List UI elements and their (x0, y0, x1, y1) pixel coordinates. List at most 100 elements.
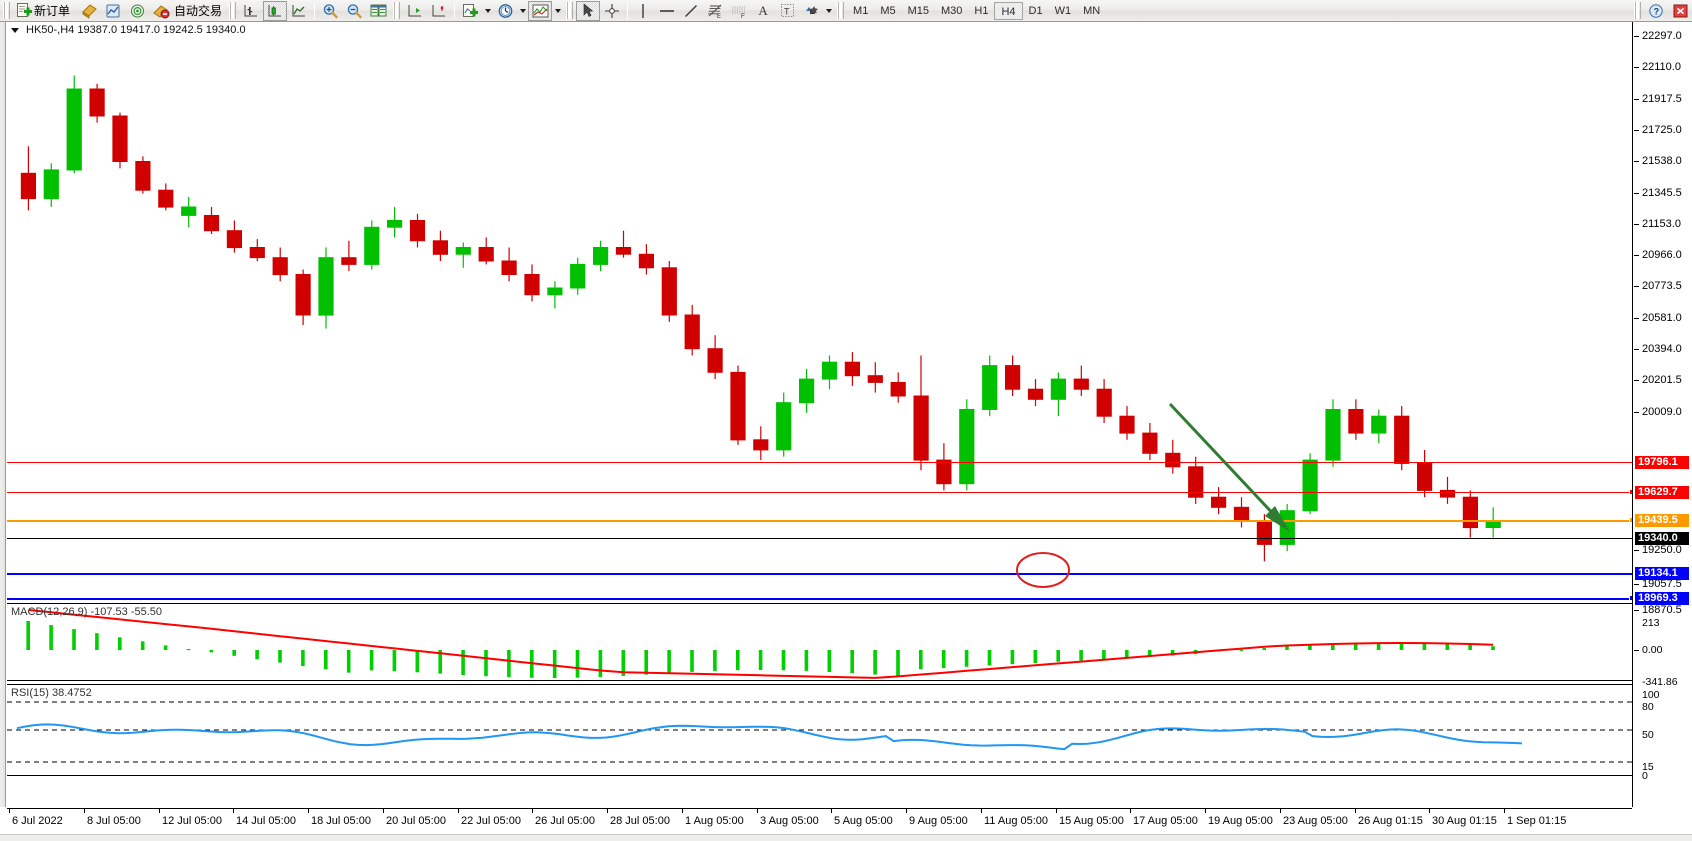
rsi-indicator-label: RSI(15) 38.4752 (11, 687, 92, 699)
cursor-button[interactable] (576, 0, 601, 21)
toolbar-separator (314, 2, 316, 19)
toolbar-grip-3[interactable] (393, 2, 401, 19)
indicators-icon (462, 3, 478, 17)
timeframe-d1[interactable]: D1 (1028, 4, 1043, 17)
text-button[interactable]: A (751, 1, 775, 21)
downtrend-arrow[interactable] (1168, 402, 1290, 532)
price-tag-support-1: 19134.1 (1635, 567, 1689, 580)
chart-left-edge[interactable] (0, 22, 6, 807)
price-tag-resistance-2: 19629.7 (1635, 486, 1689, 499)
toolbar-grip[interactable] (3, 2, 10, 19)
annotations-layer (7, 22, 1632, 807)
timeframe-m1[interactable]: M1 (853, 4, 869, 17)
price-axis-label: 21538.0 (1642, 155, 1682, 167)
chart-title: HK50-,H4 19387.0 19417.0 19242.5 19340.0 (26, 24, 246, 36)
auto-trading-button[interactable] (149, 1, 173, 21)
timeframe-w1[interactable]: W1 (1054, 4, 1072, 17)
price-tag-support-2: 18969.3 (1635, 592, 1689, 605)
text-label-button[interactable]: T (775, 1, 799, 21)
price-tag-current: 19340.0 (1635, 532, 1689, 545)
timeframe-m30[interactable]: M30 (941, 4, 963, 17)
macd-axis-label: 213 (1642, 617, 1660, 629)
svg-text:?: ? (1654, 6, 1660, 16)
templates-icon (532, 4, 549, 17)
support-line-2-anchor[interactable] (1629, 595, 1632, 601)
time-axis-label: 5 Aug 05:00 (834, 815, 893, 827)
shapes-button[interactable] (799, 1, 823, 21)
chart-menu-arrow-icon[interactable] (11, 27, 19, 33)
toolbar-grip-4[interactable] (566, 2, 574, 19)
price-axis-label: 21153.0 (1642, 218, 1681, 230)
chart-bars-button[interactable] (239, 1, 263, 21)
price-axis-label: 20581.0 (1642, 312, 1682, 324)
crosshair-button[interactable] (600, 1, 624, 21)
chart-line-icon (292, 4, 306, 16)
price-axis-label: 21725.0 (1642, 124, 1682, 136)
candlestick-series (20, 75, 1501, 562)
timeframe-m5[interactable]: M5 (880, 4, 896, 17)
rsi-axis-label: 15 (1642, 761, 1654, 773)
time-axis-label: 15 Aug 05:00 (1059, 815, 1124, 827)
timeframe-mn[interactable]: MN (1083, 4, 1101, 17)
time-axis-label: 1 Sep 01:15 (1507, 815, 1567, 827)
close-chart-button[interactable] (1668, 1, 1692, 21)
fibo-button[interactable]: E (703, 1, 727, 21)
rsi-series (7, 701, 1632, 763)
templates-dropdown-caret[interactable] (552, 1, 563, 21)
timeframe-m15[interactable]: M15 (907, 4, 929, 17)
chart-line-button[interactable] (287, 1, 311, 21)
equidistant-channel-button[interactable]: F (727, 1, 751, 21)
templates-button[interactable] (528, 0, 553, 21)
price-axis-label: 20773.5 (1642, 280, 1682, 292)
expert-advisor-button[interactable] (77, 1, 101, 21)
toolbar-grip-2[interactable] (229, 2, 237, 19)
text-label-icon: T (780, 4, 794, 17)
zoom-out-button[interactable] (342, 1, 366, 21)
timeframe-h4[interactable]: H4 (994, 1, 1023, 20)
tile-windows-button[interactable] (366, 1, 390, 21)
highlight-ellipse[interactable] (1016, 552, 1070, 588)
chart-plot-area[interactable]: HK50-,H4 19387.0 19417.0 19242.5 19340.0… (7, 22, 1632, 807)
price-axis[interactable]: 22297.0 22110.0 21917.5 21725.0 21538.0 21345… (1632, 22, 1692, 807)
navigator-button[interactable] (125, 1, 149, 21)
timeframe-h1[interactable]: H1 (974, 4, 989, 17)
macd-axis-label: -341.86 (1642, 676, 1678, 688)
chart-candles-button[interactable] (263, 0, 288, 21)
price-tag-pivot: 19439.5 (1635, 514, 1689, 527)
new-order-button[interactable]: 新订单 (13, 1, 77, 21)
time-axis-label: 28 Jul 05:00 (610, 815, 670, 827)
toolbar-grip-5[interactable] (837, 2, 845, 19)
chart-shift-button[interactable] (403, 1, 427, 21)
main-toolbar: 新订单 自动交易 (0, 0, 1692, 22)
help-button[interactable]: ? (1644, 1, 1668, 21)
toolbar-right-group: ? (1631, 1, 1692, 21)
pivot-line-anchor[interactable] (1629, 517, 1632, 523)
close-icon (1673, 4, 1687, 17)
toolbar-grip-6[interactable] (1634, 2, 1641, 19)
trendline-button[interactable] (679, 1, 703, 21)
resistance-line-2-anchor[interactable] (1629, 489, 1632, 495)
shapes-dropdown-caret[interactable] (823, 1, 834, 21)
time-axis[interactable]: 6 Jul 2022 8 Jul 05:00 12 Jul 05:00 14 Jul … (7, 808, 1632, 834)
indicators-button[interactable] (458, 1, 482, 21)
price-axis-label: 22297.0 (1642, 30, 1682, 42)
navigator-icon (130, 4, 144, 17)
toolbar-separator-3 (627, 2, 629, 19)
data-window-icon (106, 4, 120, 17)
auto-trading-icon (152, 4, 170, 18)
periods-button[interactable] (493, 1, 517, 21)
vline-button[interactable] (631, 1, 655, 21)
zoom-in-button[interactable] (318, 1, 342, 21)
time-axis-label: 3 Aug 05:00 (760, 815, 819, 827)
hline-button[interactable] (655, 1, 679, 21)
periods-dropdown-caret[interactable] (517, 1, 528, 21)
auto-scroll-button[interactable] (427, 1, 451, 21)
crosshair-icon (605, 3, 620, 18)
indicators-dropdown-caret[interactable] (482, 1, 493, 21)
expert-advisor-icon (81, 3, 97, 19)
auto-scroll-icon (432, 4, 446, 16)
time-axis-label: 30 Aug 01:15 (1432, 815, 1497, 827)
time-axis-label: 6 Jul 2022 (12, 815, 63, 827)
price-axis-label: 20009.0 (1642, 406, 1682, 418)
data-window-button[interactable] (101, 1, 125, 21)
